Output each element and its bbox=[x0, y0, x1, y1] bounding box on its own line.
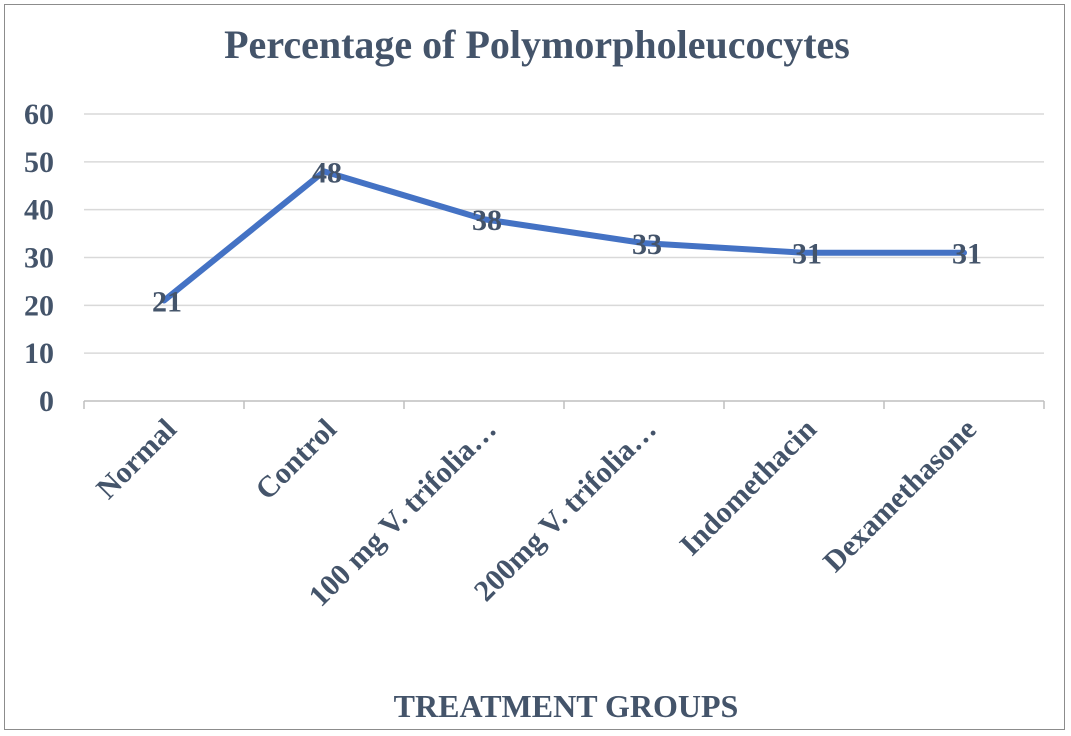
y-tick-label: 0 bbox=[39, 385, 54, 418]
y-tick-label: 20 bbox=[24, 289, 54, 322]
y-tick-label: 30 bbox=[24, 242, 54, 275]
x-tick-label: 200mg V. trifolia… bbox=[468, 413, 663, 608]
y-tick-label: 50 bbox=[24, 146, 54, 179]
chart-frame bbox=[4, 4, 1065, 730]
y-tick-label: 40 bbox=[24, 194, 54, 227]
x-axis bbox=[83, 400, 1045, 409]
x-axis-title: TREATMENT GROUPS bbox=[394, 688, 739, 724]
data-label: 48 bbox=[312, 156, 342, 189]
chart-title: Percentage of Polymorpholeucocytes bbox=[224, 22, 850, 67]
y-axis-ticks: 0 10 20 30 40 50 60 bbox=[24, 98, 54, 418]
data-label: 31 bbox=[792, 238, 822, 271]
x-tick-label: Control bbox=[249, 413, 343, 507]
x-tick-label: Indomethacin bbox=[673, 412, 823, 562]
y-tick-label: 10 bbox=[24, 337, 54, 370]
series-line bbox=[161, 168, 967, 304]
data-labels: 21 48 38 33 31 31 bbox=[152, 156, 982, 318]
data-label: 33 bbox=[632, 228, 662, 261]
y-tick-label: 60 bbox=[24, 98, 54, 131]
gridlines bbox=[84, 113, 1044, 354]
x-tick-label: Dexamethasone bbox=[817, 413, 983, 579]
data-label: 21 bbox=[152, 286, 182, 319]
x-tick-label: Normal bbox=[90, 413, 183, 506]
series bbox=[161, 168, 967, 304]
data-label: 31 bbox=[952, 238, 982, 271]
data-label: 38 bbox=[472, 204, 502, 237]
